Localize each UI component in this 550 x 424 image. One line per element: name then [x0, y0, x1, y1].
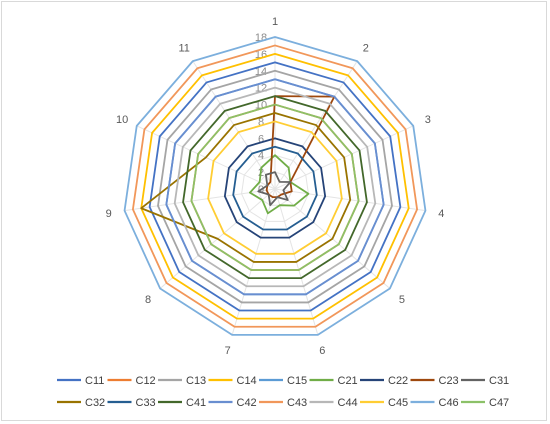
category-label-8: 8 — [145, 294, 151, 306]
legend-label-C13: C13 — [186, 375, 206, 387]
category-label-5: 5 — [399, 294, 405, 306]
legend-label-C32: C32 — [85, 397, 105, 409]
legend-label-C21: C21 — [338, 375, 358, 387]
series-C31-line — [257, 171, 292, 207]
tick-label-8: 8 — [258, 116, 264, 128]
series-C47-line — [190, 103, 360, 271]
series-C14-line — [140, 52, 410, 320]
series-C22-line — [223, 137, 327, 239]
legend-label-C11: C11 — [85, 375, 104, 387]
series-C11-line — [148, 61, 402, 312]
category-label-2: 2 — [363, 43, 369, 55]
legend-label-C31: C31 — [489, 375, 509, 387]
legend-label-C44: C44 — [338, 397, 358, 409]
legend-label-C23: C23 — [439, 375, 459, 387]
tick-label-4: 4 — [258, 150, 264, 162]
series-C42-line — [165, 78, 385, 296]
legend-label-C43: C43 — [287, 397, 307, 409]
series-C33-line — [232, 145, 318, 231]
series-C13-line — [157, 69, 393, 304]
series-C21-line — [249, 154, 310, 215]
legend-label-C47: C47 — [489, 397, 509, 409]
category-label-7: 7 — [225, 345, 231, 357]
category-label-3: 3 — [425, 114, 431, 126]
series-C45-line — [207, 120, 343, 255]
legend-label-C14: C14 — [237, 375, 257, 387]
series-C32-line — [140, 112, 352, 263]
category-labels: 1 2 3 4 5 6 7 8 9 10 11 — [106, 16, 445, 357]
legend-label-C22: C22 — [388, 375, 408, 387]
tick-label-6: 6 — [258, 133, 264, 145]
series-C46-line — [123, 36, 427, 336]
legend-label-C12: C12 — [136, 375, 156, 387]
category-label-4: 4 — [438, 208, 444, 220]
legend-label-C33: C33 — [136, 397, 156, 409]
category-label-6: 6 — [319, 345, 325, 357]
legend-label-C45: C45 — [388, 397, 408, 409]
category-label-9: 9 — [106, 208, 112, 220]
grid-ring-4 — [241, 154, 309, 222]
legend-label-C42: C42 — [237, 397, 257, 409]
legend-label-C41: C41 — [186, 397, 206, 409]
series-C44-line — [173, 86, 377, 288]
legend-label-C15: C15 — [287, 375, 307, 387]
series-C41-line — [182, 95, 368, 280]
series-C43-line — [132, 44, 418, 328]
spoke-9 — [124, 188, 276, 212]
category-label-11: 11 — [178, 43, 189, 55]
legend-label-C46: C46 — [439, 397, 459, 409]
category-label-1: 1 — [272, 16, 278, 28]
category-label-10: 10 — [116, 114, 128, 126]
series-group — [123, 36, 427, 336]
legend: C11 C12 C13 C14 C15 C21 C22 C23 C31 C32 C33 C41 C42 C… — [57, 375, 509, 409]
